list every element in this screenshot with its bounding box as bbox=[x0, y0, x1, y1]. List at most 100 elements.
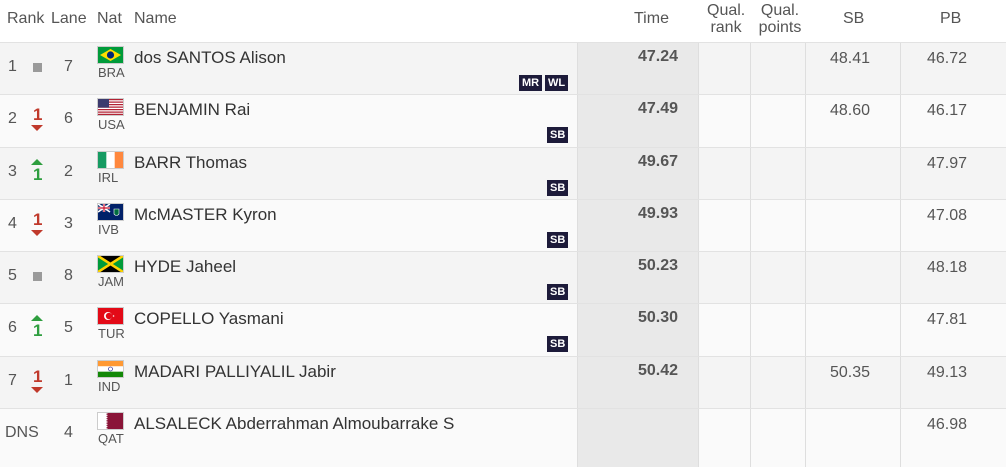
column-divider bbox=[698, 95, 699, 147]
column-divider bbox=[698, 252, 699, 303]
column-divider bbox=[900, 409, 901, 467]
india-flag bbox=[97, 360, 124, 378]
column-divider bbox=[900, 148, 901, 199]
table-row[interactable]: 2 1 6 USA BENJAMIN Rai 47.49 48.60 46.17 SB bbox=[0, 94, 1006, 147]
column-divider bbox=[577, 357, 578, 408]
table-row[interactable]: 6 1 5 TUR COPELLO Yasmani 50.30 47.81 SB bbox=[0, 303, 1006, 356]
column-divider bbox=[900, 43, 901, 94]
time-column-shade bbox=[577, 357, 698, 408]
nat-code: TUR bbox=[98, 326, 125, 341]
nat-code: BRA bbox=[98, 65, 125, 80]
pb-cell: 49.13 bbox=[927, 364, 968, 381]
column-divider bbox=[805, 409, 806, 467]
rank-down-icon: 1 bbox=[30, 105, 44, 136]
time-cell: 50.30 bbox=[638, 309, 679, 326]
sb-cell: 48.60 bbox=[830, 102, 871, 119]
nat-code: IND bbox=[98, 379, 121, 394]
athlete-name[interactable]: dos SANTOS Alison bbox=[134, 48, 286, 67]
nat-code: QAT bbox=[98, 431, 124, 446]
header-sb[interactable]: SB bbox=[843, 10, 865, 27]
time-column-shade bbox=[577, 200, 698, 251]
rank-change-value: 1 bbox=[33, 367, 43, 386]
column-divider bbox=[900, 200, 901, 251]
header-time[interactable]: Time bbox=[634, 10, 669, 27]
nat-code: USA bbox=[98, 117, 125, 132]
column-divider bbox=[698, 148, 699, 199]
header-nat[interactable]: Nat bbox=[97, 10, 122, 27]
table-row[interactable]: 5 8 JAM HYDE Jaheel 50.23 48.18 SB bbox=[0, 251, 1006, 303]
athlete-name[interactable]: BARR Thomas bbox=[134, 153, 248, 172]
header-pb[interactable]: PB bbox=[940, 10, 962, 27]
athlete-name[interactable]: HYDE Jaheel bbox=[134, 257, 237, 276]
time-column-shade bbox=[577, 252, 698, 303]
jamaica-flag bbox=[97, 255, 124, 273]
column-divider bbox=[805, 252, 806, 303]
column-divider bbox=[698, 357, 699, 408]
rank-cell: DNS bbox=[5, 424, 39, 441]
header-lane[interactable]: Lane bbox=[51, 10, 87, 27]
athlete-name[interactable]: ALSALECK Abderrahman Almoubarrake S bbox=[134, 414, 455, 433]
column-divider bbox=[577, 148, 578, 199]
header-qual-rank-line1: Qual. bbox=[707, 2, 746, 19]
nat-code: IRL bbox=[98, 170, 119, 185]
sb-cell: 48.41 bbox=[830, 50, 871, 67]
usa-flag bbox=[97, 98, 124, 116]
column-divider bbox=[900, 357, 901, 408]
column-divider bbox=[750, 357, 751, 408]
triangle-up-icon bbox=[31, 159, 43, 165]
rank-cell: 6 bbox=[8, 319, 17, 336]
column-divider bbox=[577, 200, 578, 251]
table-row[interactable]: 3 1 2 IRL BARR Thomas 49.67 47.97 SB bbox=[0, 147, 1006, 199]
record-badge: MR bbox=[519, 75, 543, 91]
header-qual-points[interactable]: Qual. points bbox=[756, 2, 804, 36]
table-row[interactable]: 1 7 BRA dos SANTOS Alison 47.24 48.41 46.72 MR W… bbox=[0, 42, 1006, 94]
header-name[interactable]: Name bbox=[134, 10, 177, 27]
header-qual-rank[interactable]: Qual. rank bbox=[707, 2, 745, 36]
rank-cell: 7 bbox=[8, 372, 17, 389]
triangle-up-icon bbox=[31, 315, 43, 321]
column-divider bbox=[750, 252, 751, 303]
time-cell: 49.67 bbox=[638, 153, 679, 170]
header-rank[interactable]: Rank bbox=[7, 10, 45, 27]
nat-code: JAM bbox=[98, 274, 124, 289]
pb-cell: 48.18 bbox=[927, 259, 968, 276]
table-row[interactable]: DNS 4 QAT ALSALECK Abderrahman Almoubarrake… bbox=[0, 408, 1006, 467]
no-change-icon bbox=[33, 63, 42, 72]
time-column-shade bbox=[577, 95, 698, 147]
lane-cell: 6 bbox=[64, 110, 73, 127]
time-cell: 49.93 bbox=[638, 205, 679, 222]
pb-cell: 46.72 bbox=[927, 50, 968, 67]
header-qual-rank-line2: rank bbox=[710, 19, 742, 36]
athlete-name[interactable]: McMASTER Kyron bbox=[134, 205, 277, 224]
athlete-name[interactable]: BENJAMIN Rai bbox=[134, 100, 251, 119]
triangle-down-icon bbox=[31, 230, 43, 236]
virgin-islands-flag bbox=[97, 203, 124, 221]
qatar-flag bbox=[97, 412, 124, 430]
record-badge: SB bbox=[547, 127, 569, 143]
athlete-name[interactable]: MADARI PALLIYALIL Jabir bbox=[134, 362, 336, 381]
rank-cell: 5 bbox=[8, 267, 17, 284]
column-divider bbox=[750, 43, 751, 94]
pb-cell: 46.98 bbox=[927, 416, 968, 433]
time-column-shade bbox=[577, 409, 698, 467]
athlete-name[interactable]: COPELLO Yasmani bbox=[134, 309, 284, 328]
rank-change-value: 1 bbox=[33, 105, 43, 124]
table-row[interactable]: 4 1 3 IVB McMASTER Kyron 49.93 47.08 SB bbox=[0, 199, 1006, 251]
pb-cell: 46.17 bbox=[927, 102, 968, 119]
column-divider bbox=[698, 409, 699, 467]
column-divider bbox=[750, 95, 751, 147]
pb-cell: 47.08 bbox=[927, 207, 968, 224]
header-qual-points-line1: Qual. bbox=[760, 2, 800, 19]
column-divider bbox=[577, 43, 578, 94]
time-column-shade bbox=[577, 43, 698, 94]
rank-down-icon: 1 bbox=[30, 367, 44, 398]
table-row[interactable]: 7 1 1 IND MADARI PALLIYALIL Jabir 50.42 50.35 4… bbox=[0, 356, 1006, 408]
column-divider bbox=[805, 95, 806, 147]
column-divider bbox=[805, 357, 806, 408]
column-divider bbox=[900, 304, 901, 356]
rank-cell: 3 bbox=[8, 163, 17, 180]
column-divider bbox=[577, 409, 578, 467]
turkey-flag bbox=[97, 307, 124, 325]
record-badge: SB bbox=[547, 336, 569, 352]
rank-up-icon: 1 bbox=[30, 315, 44, 345]
